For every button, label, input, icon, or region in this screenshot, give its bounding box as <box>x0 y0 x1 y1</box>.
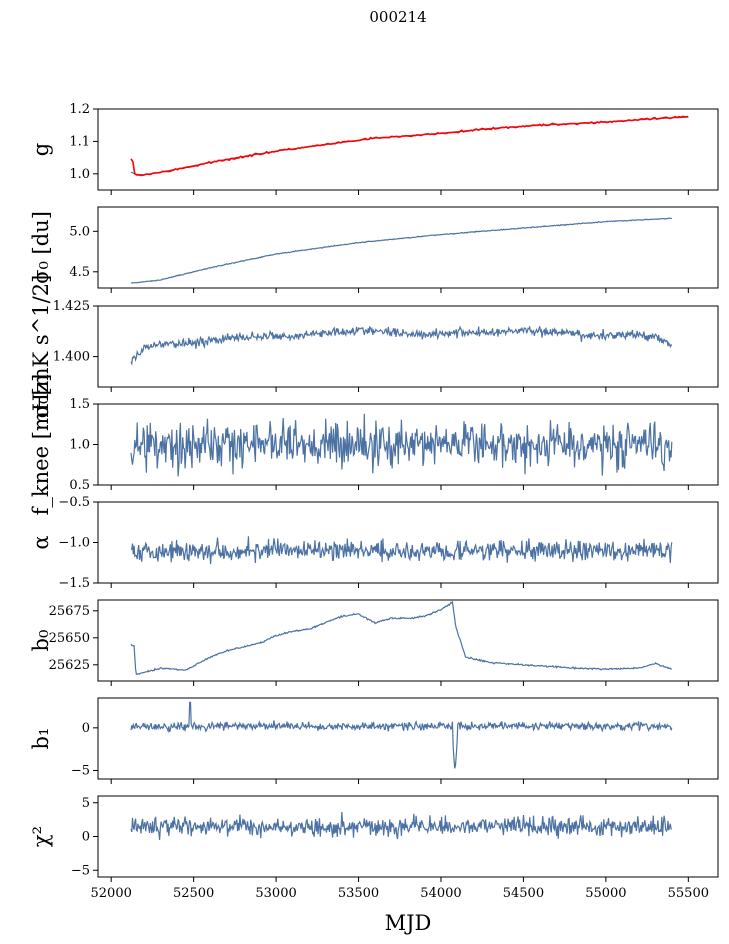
axes-frame-alpha <box>97 501 719 584</box>
ytick-label-b1-0: −5 <box>71 763 90 778</box>
ylabel-chi2: χ² <box>29 826 53 847</box>
ytick-label-g-1: 1.1 <box>69 134 90 149</box>
x-axis-label: MJD <box>385 911 432 935</box>
series-line-chi2-0 <box>130 811 672 840</box>
ytick-label-b0-1: 25650 <box>49 631 90 646</box>
panel-fknee: 0.5 1.0 1.5 f_knee [mHz] <box>29 374 719 516</box>
series-line-b1-0 <box>130 701 673 769</box>
series-line-sigma0_mK-0 <box>130 325 673 366</box>
ylabel-fknee: f_knee [mHz] <box>29 374 53 516</box>
panel-chi2: −5 0 5 52000 52500 53000 53500 54000 54500 55000 5… <box>29 795 719 901</box>
ytick-label-sigma0_mK-1: 1.425 <box>53 299 90 314</box>
series-line-sigma0_du-0 <box>131 217 673 284</box>
axes-frame-sigma0_mK <box>97 305 719 388</box>
axes-frame-b1 <box>97 697 719 780</box>
ytick-label-alpha-2: −0.5 <box>58 495 90 510</box>
ytick-label-chi2-1: 0 <box>82 830 90 845</box>
figure-title: 000214 <box>369 8 426 26</box>
series-line-g-1 <box>130 115 689 177</box>
ytick-label-sigma0_du-1: 5.0 <box>69 224 90 239</box>
xtick-label-1: 52500 <box>173 886 214 901</box>
ylabel-b0: b₀ <box>29 630 53 652</box>
ytick-label-b0-0: 25625 <box>49 658 90 673</box>
panel-sigma0_du: 4.5 5.0 σ₀ [du] <box>29 206 719 293</box>
ytick-label-g-0: 1.0 <box>69 167 90 182</box>
panel-b0: 25625 25650 25675 b₀ <box>29 599 719 686</box>
ytick-label-alpha-0: −1.5 <box>58 576 90 591</box>
ylabel-g: g <box>29 143 53 156</box>
ytick-label-sigma0_mK-0: 1.400 <box>53 350 90 365</box>
xtick-label-2: 53000 <box>255 886 296 901</box>
series-line-g-0 <box>130 116 689 176</box>
ylabel-alpha: α <box>29 535 53 549</box>
xtick-label-5: 54500 <box>503 886 544 901</box>
xtick-label-7: 55500 <box>668 886 709 901</box>
axes-frame-chi2 <box>97 795 719 878</box>
ytick-label-chi2-0: −5 <box>71 863 90 878</box>
series-line-b0-0 <box>130 600 672 675</box>
ylabel-sigma0_mK: σ₀[mK s^1/2] <box>29 275 53 419</box>
xtick-label-4: 54000 <box>420 886 461 901</box>
panel-alpha: −1.5 −1.0 −0.5 α <box>29 495 719 591</box>
ytick-label-b1-1: 0 <box>82 721 90 736</box>
xtick-label-6: 55000 <box>585 886 626 901</box>
ylabel-sigma0_du: σ₀ [du] <box>29 211 53 284</box>
axes-frame-g <box>97 108 719 191</box>
axes-frame-b0 <box>97 599 719 682</box>
ytick-label-fknee-1: 1.0 <box>69 438 90 453</box>
xtick-label-3: 53500 <box>338 886 379 901</box>
panel-g: 1.0 1.1 1.2 g <box>29 102 719 195</box>
ytick-label-fknee-0: 0.5 <box>69 478 90 493</box>
ylabel-b1: b₁ <box>29 728 53 750</box>
ytick-label-alpha-1: −1.0 <box>58 536 90 551</box>
ytick-label-b0-2: 25675 <box>49 604 90 619</box>
axes-frame-sigma0_du <box>97 206 719 289</box>
series-line-alpha-0 <box>130 536 673 565</box>
ytick-label-g-2: 1.2 <box>69 102 90 117</box>
ytick-label-fknee-2: 1.5 <box>69 397 90 412</box>
series-line-fknee-0 <box>130 413 673 477</box>
ytick-label-sigma0_du-0: 4.5 <box>69 265 90 280</box>
panel-b1: −5 0 b₁ <box>29 697 719 784</box>
ytick-label-chi2-2: 5 <box>82 796 90 811</box>
xtick-label-0: 52000 <box>91 886 132 901</box>
